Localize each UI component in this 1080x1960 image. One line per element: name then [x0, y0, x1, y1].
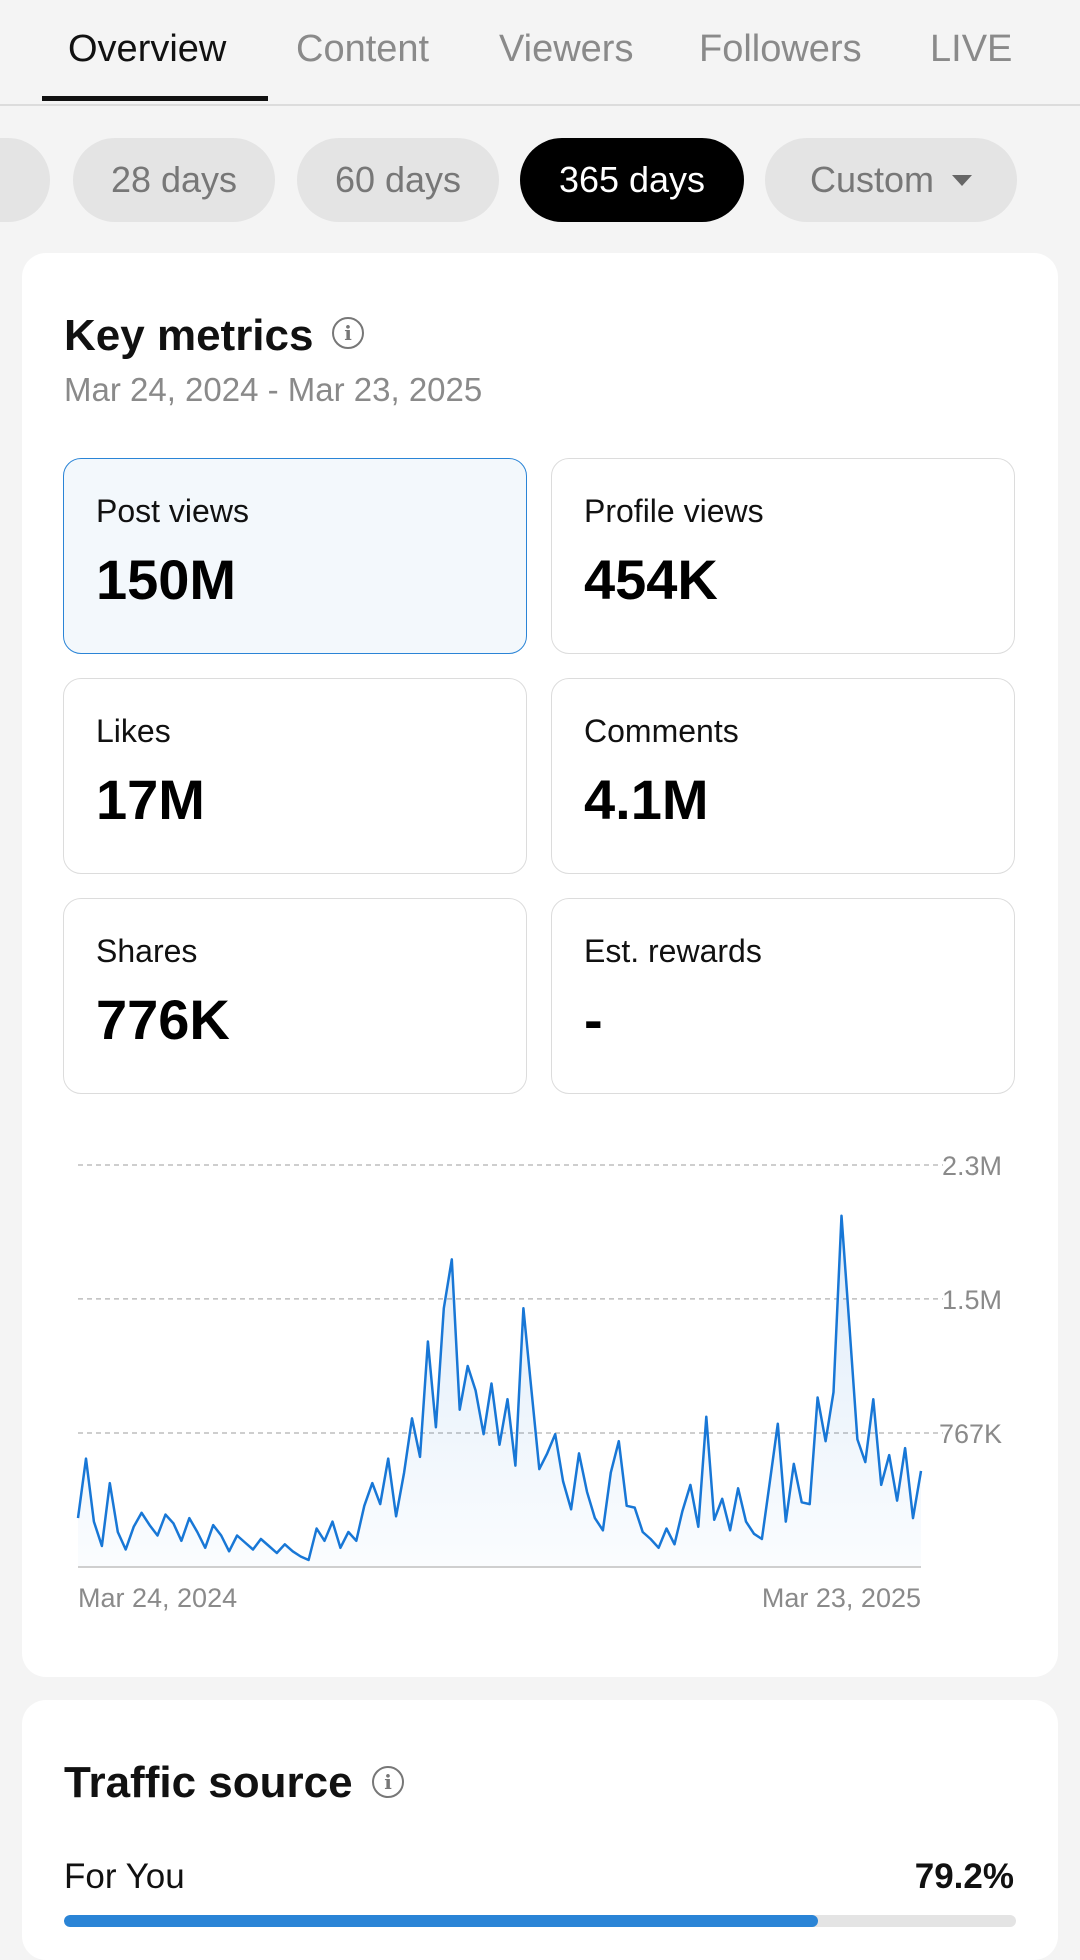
x-tick-label-end: Mar 23, 2025 — [762, 1583, 921, 1613]
traffic-progress-track — [64, 1915, 1016, 1927]
tab-live[interactable]: LIVE — [930, 28, 1013, 70]
chart-series-line — [76, 1214, 923, 1562]
x-tick-label-start: Mar 24, 2024 — [78, 1583, 237, 1613]
metric-label: Post views — [96, 493, 249, 529]
key-metrics-card: Key metrics i Mar 24, 2024 - Mar 23, 202… — [22, 253, 1058, 1677]
metric-value: 150M — [96, 548, 237, 611]
range-pill-28-days[interactable]: 28 days — [73, 138, 275, 222]
metric-likes[interactable]: Likes 17M — [63, 678, 527, 874]
traffic-source-title: Traffic source — [64, 1758, 353, 1807]
post-views-chart: 2.3M 1.5M 767K Mar 24, 2024 Mar 23, 2025 — [76, 1151, 1002, 1613]
traffic-progress-fill — [64, 1915, 818, 1927]
metric-value: 454K — [584, 548, 718, 611]
range-pill-custom[interactable]: Custom — [765, 138, 1017, 222]
tab-overview[interactable]: Overview — [68, 28, 227, 70]
metric-shares[interactable]: Shares 776K — [63, 898, 527, 1094]
metric-label: Comments — [584, 713, 739, 749]
y-tick-label: 767K — [939, 1419, 1002, 1449]
active-tab-indicator — [42, 96, 268, 101]
info-icon[interactable]: i — [332, 317, 364, 349]
metric-value: 776K — [96, 988, 230, 1051]
info-icon[interactable]: i — [372, 1766, 404, 1798]
chart-area-fill — [78, 1215, 921, 1567]
tab-viewers[interactable]: Viewers — [499, 28, 634, 70]
metric-label: Shares — [96, 933, 198, 969]
metric-est-rewards[interactable]: Est. rewards - — [551, 898, 1015, 1094]
metric-value: - — [584, 988, 603, 1051]
traffic-source-label: For You — [64, 1857, 185, 1896]
y-tick-label: 2.3M — [942, 1151, 1002, 1181]
metric-value: 17M — [96, 768, 205, 831]
metric-profile-views[interactable]: Profile views 454K — [551, 458, 1015, 654]
metric-comments[interactable]: Comments 4.1M — [551, 678, 1015, 874]
key-metrics-title: Key metrics — [64, 311, 314, 360]
range-pill-partial[interactable] — [0, 138, 50, 222]
key-metrics-date-range: Mar 24, 2024 - Mar 23, 2025 — [64, 371, 483, 408]
range-pill-custom-label: Custom — [809, 159, 935, 200]
range-pill-60-days[interactable]: 60 days — [297, 138, 499, 222]
metric-label: Profile views — [584, 493, 764, 529]
metric-label: Likes — [96, 713, 171, 749]
metric-value: 4.1M — [584, 768, 709, 831]
metric-label: Est. rewards — [584, 933, 762, 969]
analytics-tabs: Overview Content Viewers Followers LIVE — [0, 0, 1080, 106]
tab-content[interactable]: Content — [296, 28, 430, 70]
y-tick-label: 1.5M — [942, 1285, 1002, 1315]
tab-followers[interactable]: Followers — [699, 28, 862, 70]
traffic-row-for-you: For You 79.2% — [64, 1857, 1014, 1897]
metric-post-views[interactable]: Post views 150M — [63, 458, 527, 654]
range-pill-365-days[interactable]: 365 days — [520, 138, 744, 222]
caret-down-icon — [952, 174, 973, 186]
traffic-source-card: Traffic source i For You 79.2% — [22, 1700, 1058, 1960]
traffic-source-percent: 79.2% — [914, 1857, 1014, 1896]
